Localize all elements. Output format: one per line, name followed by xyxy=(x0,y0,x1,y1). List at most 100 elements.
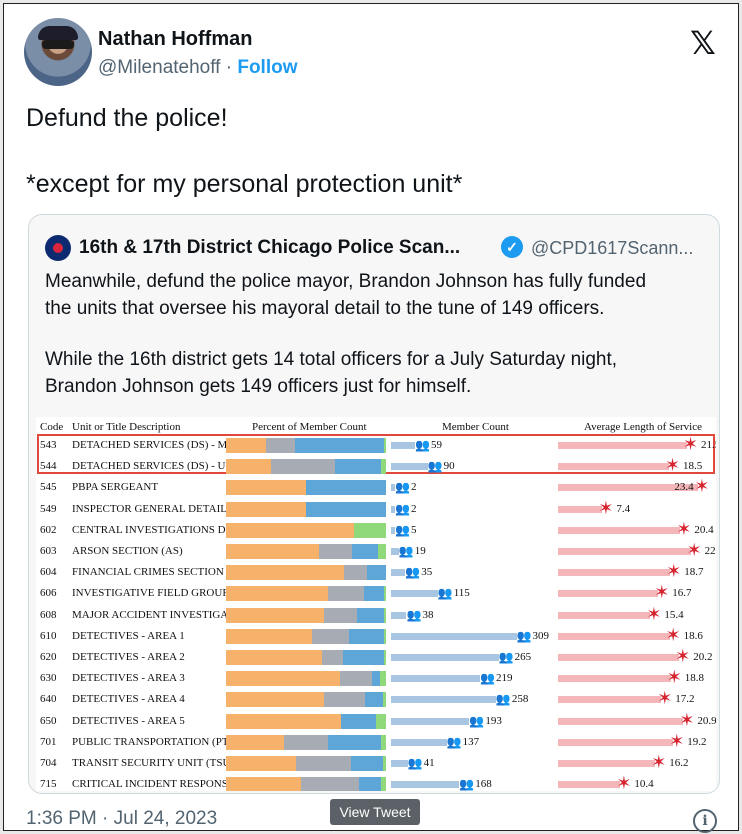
member-count-bar xyxy=(391,696,496,704)
percent-segment xyxy=(328,586,364,602)
member-count-value: 59 xyxy=(430,439,442,451)
table-row: 620 DETECTIVES - AREA 2 👥 265 ✶ 20.2 xyxy=(36,646,716,669)
percent-segment xyxy=(226,734,284,750)
table-row: 545 PBPA SERGEANT 👥 2 ✶ 23.4 xyxy=(36,476,716,499)
header-pct: Percent of Member Count xyxy=(252,421,367,433)
percent-segment xyxy=(339,671,372,687)
service-length-value: 7.4 xyxy=(616,502,631,515)
percent-segment xyxy=(344,565,367,581)
service-length-value: 17.2 xyxy=(675,693,695,706)
row-code: 704 xyxy=(40,757,57,769)
percent-segment xyxy=(381,459,386,475)
author-avatar[interactable] xyxy=(24,18,92,86)
row-description: DETECTIVES - AREA 4 xyxy=(72,693,185,706)
quoted-tweet[interactable]: 16th & 17th District Chicago Police Scan… xyxy=(28,214,720,794)
people-icon: 👥 xyxy=(437,586,453,601)
table-row: 602 CENTRAL INVESTIGATIONS D 👥 5 ✶ 20.4 xyxy=(36,518,716,542)
member-count-bar xyxy=(391,675,480,683)
percent-segment xyxy=(226,671,340,687)
row-description: INSPECTOR GENERAL DETAIL xyxy=(72,502,227,515)
percent-segment xyxy=(270,459,335,475)
member-count-value: 219 xyxy=(495,672,513,685)
star-icon: ✶ xyxy=(676,518,692,539)
percent-segment xyxy=(306,480,386,496)
row-code: 543 xyxy=(40,439,57,451)
member-count-bar xyxy=(391,632,517,640)
quote-table-image[interactable]: Code Unit or Title Description Percent o… xyxy=(36,417,716,791)
percent-stacked-bar xyxy=(226,522,386,538)
percent-segment xyxy=(384,586,386,602)
row-description: ARSON SECTION (AS) xyxy=(72,545,183,557)
service-length-value: 20.9 xyxy=(697,714,716,727)
percent-stacked-bar xyxy=(226,607,386,623)
table-row: 604 FINANCIAL CRIMES SECTION 👥 35 ✶ 18.7 xyxy=(36,561,716,584)
percent-segment xyxy=(363,586,385,602)
service-length-bar xyxy=(558,738,674,746)
percent-segment xyxy=(226,544,319,559)
avatar-cap xyxy=(38,26,78,40)
percent-segment xyxy=(379,671,386,687)
header-count: Member Count xyxy=(442,421,509,433)
verified-badge-icon: ✓ xyxy=(501,236,523,258)
percent-segment xyxy=(334,459,382,475)
member-count-value: 90 xyxy=(443,460,455,473)
row-description: PBPA SERGEANT xyxy=(72,481,159,494)
author-handle[interactable]: @Milenatehoff xyxy=(98,57,221,78)
author-handle-row: @Milenatehoff · Follow xyxy=(98,57,298,79)
service-length-value: 20.2 xyxy=(693,651,713,663)
follow-button[interactable]: Follow xyxy=(237,57,298,78)
percent-stacked-bar xyxy=(226,756,386,771)
quote-text-line: the units that oversee his mayoral detai… xyxy=(45,298,605,319)
avatar-glasses xyxy=(42,40,74,49)
star-icon: ✶ xyxy=(675,646,691,666)
service-length-bar xyxy=(558,717,684,725)
table-row: 630 DETECTIVES - AREA 3 👥 219 ✶ 18.8 xyxy=(36,667,716,690)
member-count-value: 41 xyxy=(423,757,435,769)
row-description: INVESTIGATIVE FIELD GROUF xyxy=(72,587,228,600)
member-count-value: 2 xyxy=(411,481,417,494)
percent-segment xyxy=(381,777,386,791)
service-length-value: 21.5 xyxy=(701,439,716,451)
percent-segment xyxy=(226,480,306,496)
service-length-bar xyxy=(558,463,669,471)
percent-segment xyxy=(322,650,343,665)
star-icon: ✶ xyxy=(686,540,702,560)
member-count-bar xyxy=(391,760,408,767)
star-icon: ✶ xyxy=(657,688,673,709)
percent-segment xyxy=(226,459,271,475)
member-count-value: 309 xyxy=(532,629,550,642)
percent-stacked-bar xyxy=(226,480,386,496)
member-count-bar xyxy=(391,738,447,746)
info-icon[interactable]: i xyxy=(693,809,717,833)
view-tweet-button[interactable]: View Tweet xyxy=(330,799,420,825)
x-logo-icon[interactable]: 𝕏 xyxy=(690,24,716,62)
tweet-timestamp[interactable]: 1:36 PM · Jul 24, 2023 xyxy=(26,808,218,829)
member-count-value: 193 xyxy=(485,714,502,727)
percent-segment xyxy=(377,544,386,559)
service-length-bar xyxy=(558,632,670,640)
service-length-bar xyxy=(558,442,687,449)
service-length-bar xyxy=(558,505,603,513)
star-icon: ✶ xyxy=(616,773,632,791)
author-name[interactable]: Nathan Hoffman xyxy=(98,28,253,50)
star-icon: ✶ xyxy=(666,561,682,582)
people-icon: 👥 xyxy=(498,650,514,664)
star-icon: ✶ xyxy=(669,730,685,751)
tweet-text-line: *except for my personal protection unit* xyxy=(26,170,463,198)
service-length-value: 16.2 xyxy=(669,757,689,769)
star-icon: ✶ xyxy=(651,752,667,772)
row-description: MAJOR ACCIDENT INVESTIGA xyxy=(72,608,228,621)
table-row: 704 TRANSIT SECURITY UNIT (TSU 👥 41 ✶ 16.2 xyxy=(36,752,716,775)
table-row: 603 ARSON SECTION (AS) 👥19 ✶22.1 xyxy=(36,540,716,563)
percent-segment xyxy=(283,734,329,750)
star-icon: ✶ xyxy=(694,476,710,497)
percent-segment xyxy=(382,692,386,708)
percent-segment xyxy=(350,756,383,771)
table-row: 608 MAJOR ACCIDENT INVESTIGA 👥 38 ✶ 15.4 xyxy=(36,604,716,627)
row-code: 610 xyxy=(40,629,57,642)
row-description: DETACHED SERVICES (DS) - U xyxy=(72,460,226,473)
row-code: 604 xyxy=(40,566,57,579)
star-icon: ✶ xyxy=(683,434,699,454)
percent-segment xyxy=(301,777,359,791)
percent-segment xyxy=(366,565,386,581)
